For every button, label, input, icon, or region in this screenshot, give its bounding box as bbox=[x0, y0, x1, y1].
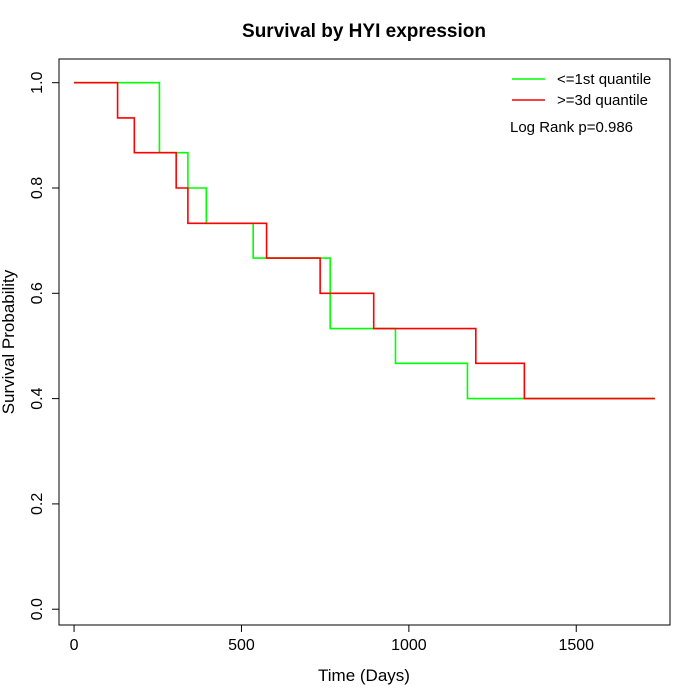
y-tick-label: 0.2 bbox=[29, 493, 46, 515]
x-tick-label: 0 bbox=[70, 637, 79, 654]
axes: 0 500 1000 1500 0.0 0.2 0.4 0.6 0.8 1.0 bbox=[29, 71, 594, 654]
y-axis-label: Survival Probability bbox=[0, 269, 18, 414]
x-axis-label: Time (Days) bbox=[318, 666, 410, 685]
x-tick-label: 1000 bbox=[391, 637, 427, 654]
plot-area-frame bbox=[58, 58, 671, 626]
y-tick-label: 0.4 bbox=[29, 387, 46, 409]
legend: <=1st quantile >=3d quantile bbox=[512, 71, 651, 109]
y-tick-label: 0.6 bbox=[29, 282, 46, 304]
series-line-2 bbox=[74, 81, 655, 400]
y-tick-label: 0.0 bbox=[29, 598, 46, 620]
x-tick-label: 500 bbox=[228, 637, 255, 654]
series-layer bbox=[74, 81, 655, 400]
legend-label-1: <=1st quantile bbox=[557, 71, 651, 88]
y-tick-label: 0.8 bbox=[29, 177, 46, 199]
log-rank-annotation: Log Rank p=0.986 bbox=[510, 119, 633, 136]
y-tick-label: 1.0 bbox=[29, 71, 46, 93]
legend-label-2: >=3d quantile bbox=[557, 92, 648, 109]
x-tick-label: 1500 bbox=[558, 637, 594, 654]
chart-title: Survival by HYI expression bbox=[242, 21, 486, 42]
